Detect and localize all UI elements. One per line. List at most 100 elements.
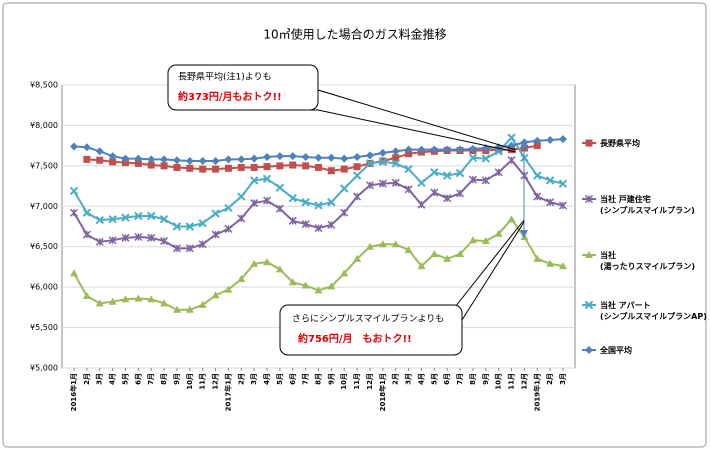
callout-text: 長野県平均(注1)よりも <box>178 71 272 83</box>
point <box>468 236 477 244</box>
x-tick-label: 11月 <box>199 373 207 390</box>
point <box>289 161 297 169</box>
x-tick-label: 2月 <box>546 373 554 385</box>
callout-box <box>279 304 463 356</box>
point <box>405 150 413 158</box>
point <box>288 216 297 225</box>
point <box>443 254 452 262</box>
point <box>353 254 362 262</box>
x-tick-label: 4月 <box>263 373 271 385</box>
point <box>494 229 503 237</box>
point <box>82 143 91 152</box>
point <box>507 215 516 223</box>
point <box>391 178 400 187</box>
point <box>83 155 91 163</box>
point <box>288 152 297 161</box>
legend-label: 当社 戸建住宅 (シンプルスマイルプラン) <box>600 194 695 215</box>
y-tick-label: ¥6,000 <box>30 283 58 292</box>
point <box>417 262 426 270</box>
point <box>533 192 542 201</box>
point <box>301 152 310 161</box>
point <box>352 171 362 180</box>
point <box>404 245 413 253</box>
point <box>249 176 259 185</box>
point <box>443 145 452 154</box>
x-tick-label: 5月 <box>276 373 284 385</box>
point <box>314 286 323 294</box>
point <box>211 157 220 166</box>
point <box>327 198 336 207</box>
point <box>404 164 413 174</box>
point <box>198 157 207 166</box>
callout-highlight: 約756円/月 もおトク!! <box>298 332 412 345</box>
point <box>507 133 516 142</box>
point <box>301 198 310 207</box>
point <box>134 294 143 302</box>
x-tick-label: 6月 <box>289 373 297 385</box>
point <box>95 147 104 156</box>
point <box>378 179 387 188</box>
point <box>546 259 555 267</box>
x-tick-label: 5月 <box>121 373 129 385</box>
point <box>340 154 349 163</box>
point <box>109 158 117 166</box>
point <box>533 171 542 180</box>
point <box>327 220 336 229</box>
point <box>481 154 490 163</box>
point <box>365 181 375 190</box>
x-tick-label: 11月 <box>353 373 361 390</box>
point <box>186 164 194 172</box>
x-tick-label: 9月 <box>482 373 490 385</box>
point <box>121 295 130 303</box>
point <box>147 211 156 221</box>
point <box>96 156 104 164</box>
point <box>121 159 129 167</box>
point <box>404 185 413 194</box>
point <box>340 269 349 277</box>
point <box>237 214 246 223</box>
y-tick-label: ¥7,500 <box>30 161 58 170</box>
x-tick-label: 8月 <box>160 373 168 385</box>
point <box>391 240 400 248</box>
point <box>134 159 142 167</box>
point <box>172 244 181 253</box>
point <box>121 154 130 163</box>
x-tick-label: 8月 <box>469 373 477 385</box>
point <box>224 285 233 293</box>
point <box>340 184 349 193</box>
point <box>159 215 169 224</box>
point <box>172 222 182 231</box>
point <box>507 156 516 165</box>
point <box>340 165 348 173</box>
point <box>301 220 310 229</box>
x-tick-label: 12月 <box>212 373 220 390</box>
point <box>443 194 452 203</box>
point <box>211 209 220 218</box>
point <box>314 153 323 162</box>
point <box>288 193 297 203</box>
x-tick-label: 2月 <box>237 373 245 385</box>
point <box>198 300 207 308</box>
x-tick-label: 2月 <box>83 373 91 385</box>
point <box>442 171 452 180</box>
point <box>456 145 465 154</box>
x-tick-label: 9月 <box>327 373 335 385</box>
point <box>468 153 478 162</box>
point <box>417 178 426 188</box>
x-tick-label: 7月 <box>147 373 155 385</box>
point <box>262 174 272 184</box>
x-tick-label: 3月 <box>559 373 567 385</box>
point <box>378 148 387 157</box>
y-tick-label: ¥7,000 <box>30 202 58 211</box>
point <box>185 305 194 313</box>
point <box>134 154 143 163</box>
x-tick-label: 2016年1月 <box>69 373 78 411</box>
point <box>121 233 130 242</box>
x-tick-label: 4月 <box>109 373 117 385</box>
legend-label: 長野県平均 <box>600 138 640 148</box>
point <box>69 208 79 217</box>
x-tick-label: 12月 <box>520 373 528 390</box>
point <box>546 135 555 144</box>
point <box>263 152 272 161</box>
